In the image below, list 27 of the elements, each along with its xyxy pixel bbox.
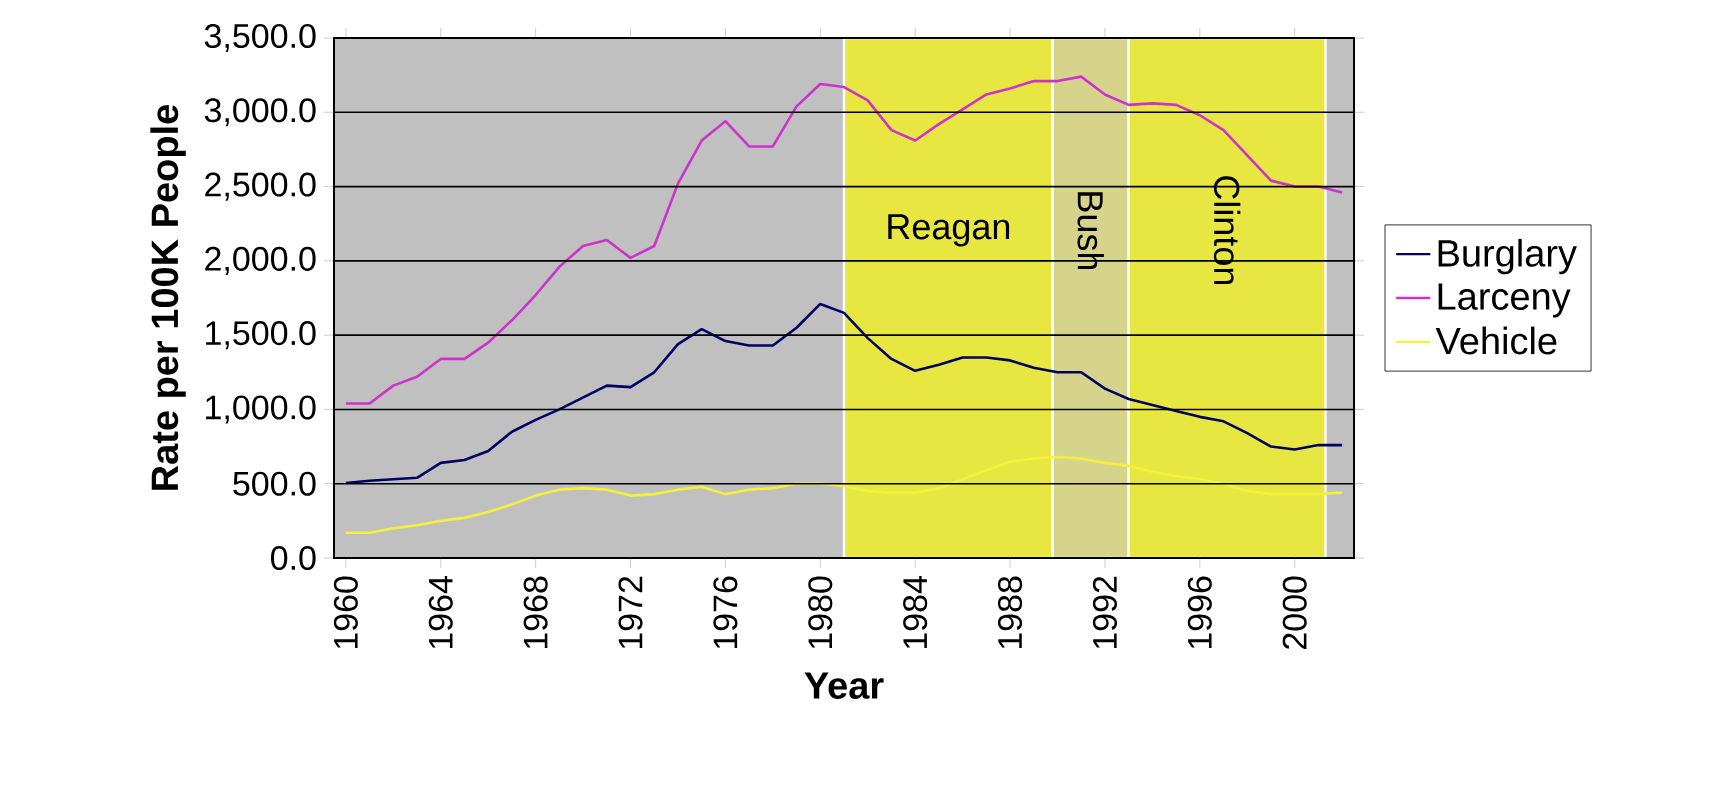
x-tick-label: 1976: [713, 576, 738, 649]
x-tick-label: 1968: [523, 576, 548, 649]
y-tick-label: 3,000.0: [204, 98, 316, 127]
x-tick-label: 2000: [1282, 576, 1307, 649]
y-tick-label: 2,000.0: [205, 246, 316, 275]
legend-label: Larceny: [1438, 283, 1571, 318]
y-tick-label: 2,500.0: [205, 172, 316, 201]
band-label: Clinton: [1213, 176, 1241, 285]
y-tick-label: 3,500.0: [204, 23, 316, 53]
y-tick-label: 1,500.0: [206, 321, 316, 350]
x-tick-label: 1988: [998, 576, 1023, 649]
x-axis-title: Year: [804, 672, 884, 699]
y-axis-title: Rate per 100K People: [150, 105, 186, 490]
x-tick-label: 1984: [903, 576, 928, 649]
x-tick-label: 1960: [333, 576, 358, 649]
legend-label: Vehicle: [1435, 326, 1557, 355]
x-tick-label: 1980: [808, 576, 833, 649]
legend-label: Burglary: [1438, 238, 1577, 275]
x-tick-label: 1964: [428, 576, 453, 649]
y-tick-label: 1,000.0: [206, 395, 316, 424]
band-label: Bush: [1077, 192, 1104, 270]
y-tick-label: 0.0: [271, 545, 316, 571]
x-tick-label: 1996: [1187, 576, 1212, 649]
band-label: Reagan: [888, 214, 1010, 247]
x-tick-label: 1972: [618, 576, 643, 649]
x-tick-label: 1992: [1092, 576, 1117, 649]
y-tick-label: 500.0: [233, 471, 316, 496]
